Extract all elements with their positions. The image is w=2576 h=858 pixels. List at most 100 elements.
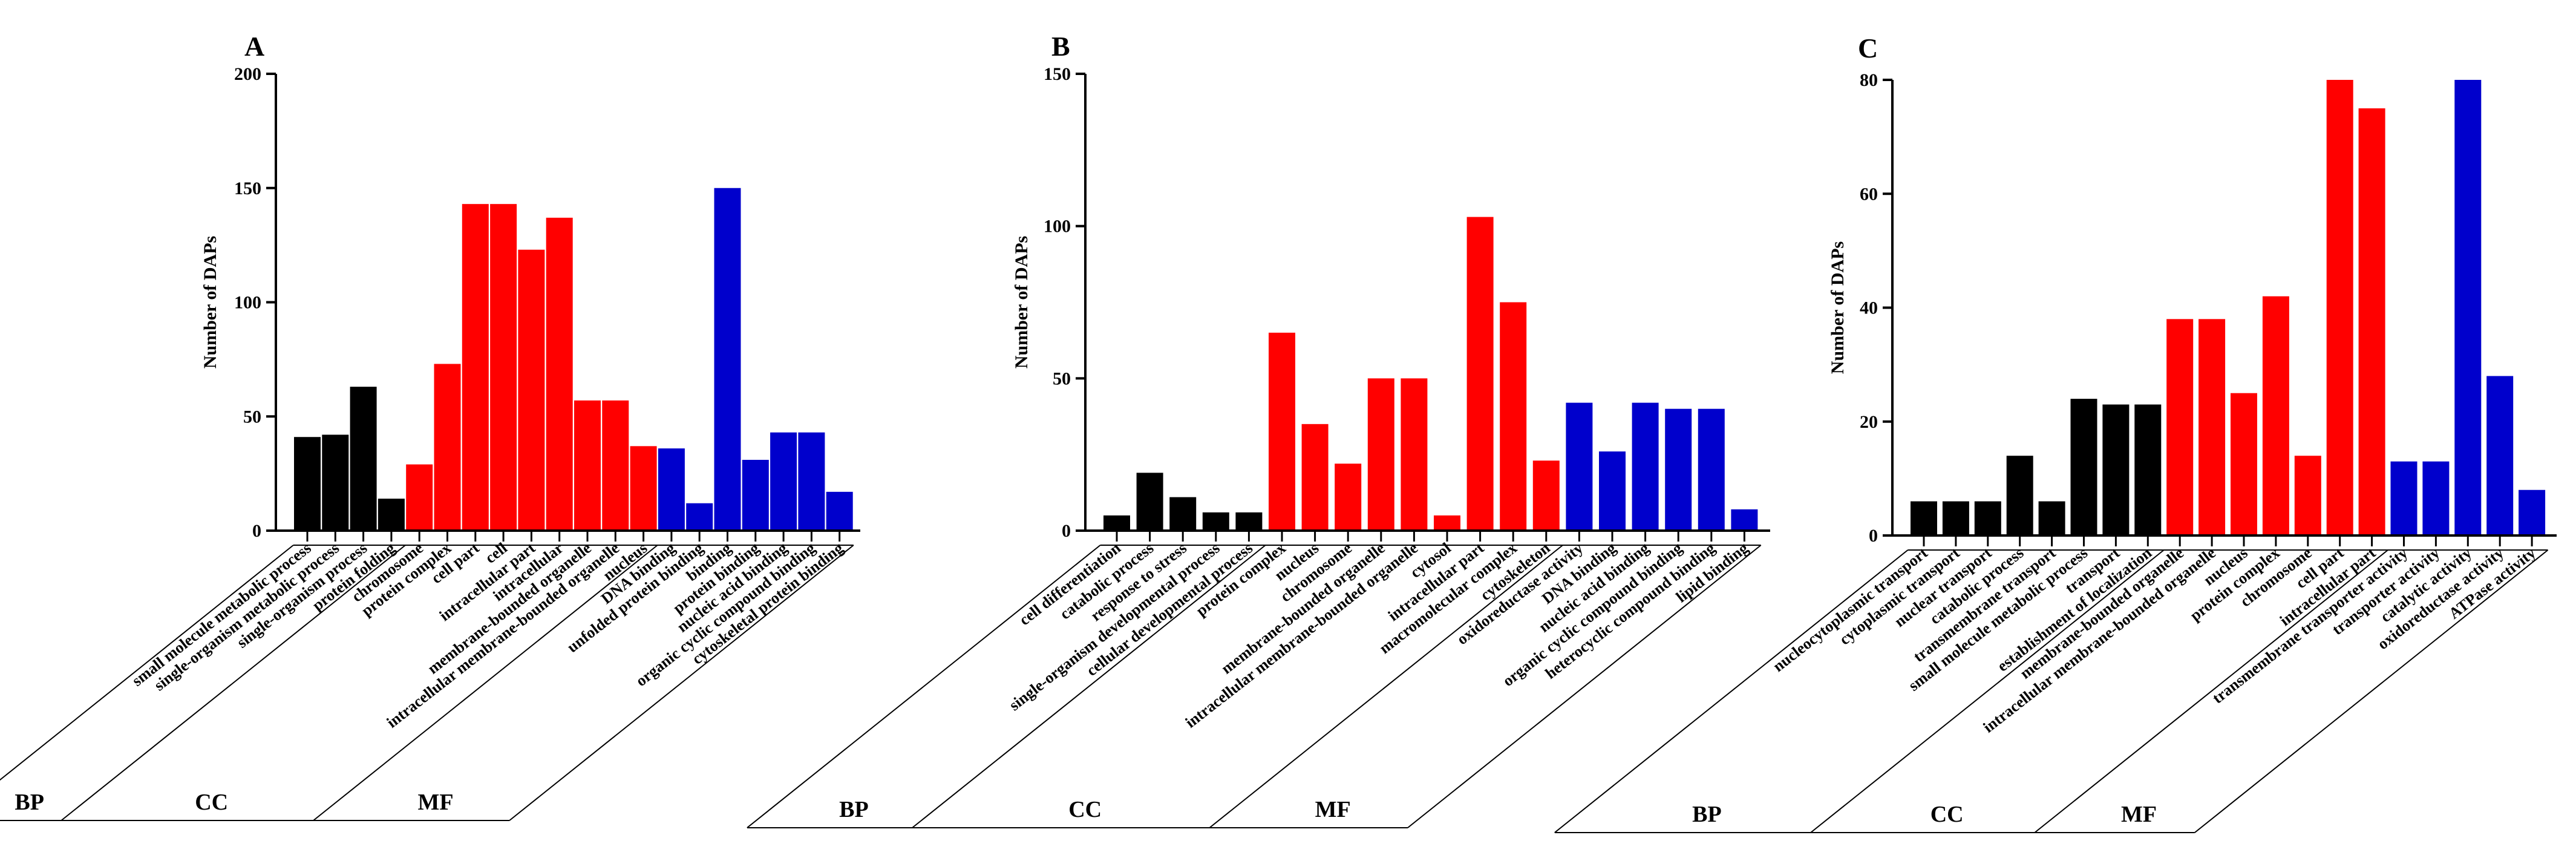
y-tick-label: 0 <box>1062 521 1071 541</box>
y-tick-label: 40 <box>1860 298 1878 318</box>
bar-cc <box>1301 424 1329 531</box>
panel-letter: B <box>1051 31 1070 62</box>
y-tick-label: 80 <box>1860 70 1878 90</box>
bar-cc <box>1532 460 1560 531</box>
x-tick-label: single-organism metabolic process <box>151 539 342 694</box>
y-tick-label: 50 <box>1053 368 1071 388</box>
bar-mf <box>742 459 769 531</box>
bar-cc <box>1401 378 1428 531</box>
group-separator <box>1554 549 1909 833</box>
y-tick-label: 50 <box>243 407 261 427</box>
bar-mf <box>1665 408 1692 531</box>
group-separator <box>509 545 854 821</box>
bar-mf <box>1698 408 1725 531</box>
bar-bp <box>322 434 349 531</box>
bar-bp <box>1235 512 1263 531</box>
group-separator <box>912 545 1266 828</box>
group-separator <box>1810 549 2165 833</box>
group-label-bp: BP <box>1692 802 1722 827</box>
panel-letter: A <box>244 31 264 62</box>
group-label-cc: CC <box>1068 797 1102 822</box>
y-tick-label: 0 <box>1869 526 1878 546</box>
group-separator <box>2034 549 2388 833</box>
group-label-bp: BP <box>15 790 44 815</box>
bar-bp <box>378 499 405 531</box>
group-separator <box>1209 545 1563 828</box>
bar-bp <box>1911 501 1937 535</box>
bar-cc <box>602 400 629 531</box>
bar-cc <box>518 249 545 531</box>
bar-cc <box>1367 378 1394 531</box>
bar-mf <box>770 432 797 531</box>
bar-cc <box>434 364 461 531</box>
bar-mf <box>1632 402 1659 531</box>
bar-cc <box>2294 456 2321 535</box>
y-tick-label: 200 <box>234 64 261 84</box>
bar-bp <box>2134 404 2162 535</box>
y-tick-label: 150 <box>234 178 261 198</box>
bar-cc <box>2326 80 2353 535</box>
bar-cc <box>574 400 601 531</box>
y-tick-label: 100 <box>1044 217 1071 237</box>
bar-mf <box>798 432 825 531</box>
bar-cc <box>462 204 489 531</box>
bar-cc <box>1434 515 1460 531</box>
bar-bp <box>1169 497 1197 531</box>
bar-mf <box>1566 402 1593 531</box>
y-tick-label: 100 <box>234 293 261 313</box>
bar-bp <box>1942 501 1969 535</box>
bar-cc <box>2166 319 2194 535</box>
y-axis-label: Number of DAPs <box>1828 241 1848 374</box>
bar-mf <box>714 188 741 531</box>
y-tick-label: 150 <box>1044 64 1071 84</box>
bar-cc <box>406 464 433 531</box>
group-label-bp: BP <box>839 797 869 822</box>
bar-cc <box>1466 217 1494 531</box>
group-separator <box>1407 545 1762 828</box>
bar-bp <box>350 387 377 531</box>
bar-bp <box>2006 456 2033 535</box>
bar-bp <box>1103 515 1130 531</box>
group-label-cc: CC <box>195 790 228 815</box>
group-label-mf: MF <box>418 790 454 815</box>
bar-mf <box>686 503 713 531</box>
bar-cc <box>2198 319 2226 535</box>
bar-mf <box>2422 461 2450 535</box>
y-axis-label: Number of DAPs <box>200 236 220 368</box>
bar-cc <box>546 217 573 531</box>
bar-bp <box>2070 399 2097 535</box>
group-label-cc: CC <box>1930 802 1964 827</box>
bar-mf <box>826 491 853 531</box>
group-separator <box>2194 549 2549 833</box>
bar-cc <box>1500 302 1527 531</box>
group-label-mf: MF <box>1315 797 1351 822</box>
bar-mf <box>2519 490 2546 535</box>
bar-bp <box>1974 501 2001 535</box>
y-tick-label: 0 <box>252 521 261 541</box>
bar-bp <box>294 437 321 531</box>
bar-mf <box>1731 509 1758 531</box>
bar-mf <box>2486 376 2514 535</box>
y-axis-label: Number of DAPs <box>1012 236 1031 368</box>
group-separator <box>313 545 658 821</box>
bar-cc <box>630 446 657 531</box>
bar-bp <box>2038 501 2065 535</box>
group-label-mf: MF <box>2121 802 2157 827</box>
bar-mf <box>2454 80 2482 535</box>
bar-mf <box>2390 461 2417 535</box>
bar-cc <box>2262 296 2289 535</box>
bar-cc <box>1335 463 1362 531</box>
bar-mf <box>1599 451 1626 531</box>
bar-mf <box>658 448 685 531</box>
group-separator <box>0 545 294 781</box>
group-separator <box>60 545 406 821</box>
bar-cc <box>2358 108 2385 535</box>
y-tick-label: 60 <box>1860 184 1878 204</box>
bar-bp <box>2102 404 2130 535</box>
y-tick-label: 20 <box>1860 412 1878 432</box>
bar-cc <box>2231 393 2257 535</box>
bar-cc <box>490 204 517 531</box>
